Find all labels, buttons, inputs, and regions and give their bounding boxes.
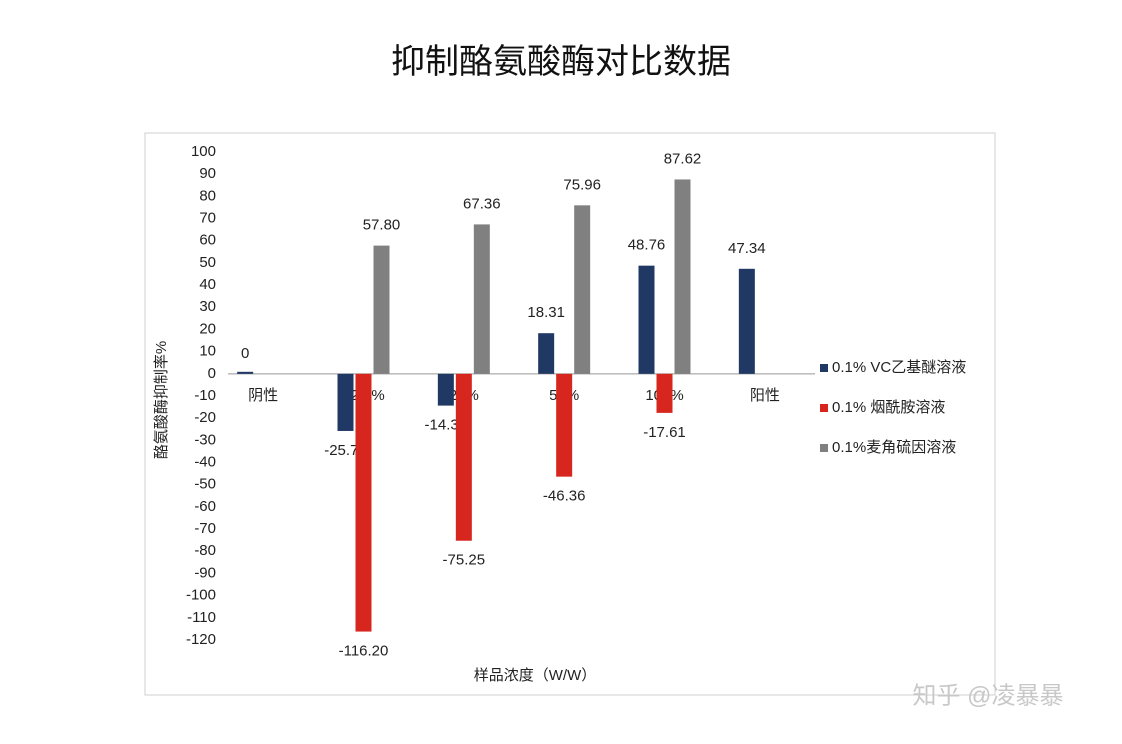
- bar: [437, 373, 454, 406]
- data-label: 0: [241, 345, 249, 362]
- bar: [538, 333, 555, 374]
- data-label: 87.62: [664, 150, 702, 167]
- x-tick-label: 阳性: [750, 387, 780, 404]
- y-axis-label: 酪氨酸酶抑制率%: [153, 341, 170, 459]
- y-tick-label: 40: [199, 276, 216, 293]
- legend-label: 0.1% VC乙基醚溶液: [832, 359, 966, 376]
- y-tick-label: -90: [194, 564, 216, 581]
- legend-label: 0.1%麦角硫因溶液: [832, 439, 956, 456]
- bar: [674, 179, 691, 374]
- y-tick-label: 60: [199, 232, 216, 249]
- y-tick-label: 30: [199, 298, 216, 315]
- watermark: 知乎 @凌暴暴: [912, 682, 1063, 709]
- y-tick-label: 0: [208, 365, 216, 382]
- y-tick-label: 70: [199, 210, 216, 227]
- data-label: 48.76: [628, 237, 666, 254]
- data-label: -75.25: [443, 552, 486, 569]
- data-label: 67.36: [463, 195, 501, 212]
- data-label: 18.31: [527, 304, 565, 321]
- y-tick-label: 80: [199, 187, 216, 204]
- y-tick-label: 90: [199, 165, 216, 182]
- x-tick-label: 阴性: [248, 387, 278, 404]
- y-tick-label: -60: [194, 498, 216, 515]
- chart-frame: [144, 132, 996, 696]
- bar: [638, 265, 655, 374]
- y-tick-label: 10: [199, 343, 216, 360]
- bar: [738, 268, 755, 374]
- y-tick-label: -10: [194, 387, 216, 404]
- y-tick-label: 50: [199, 254, 216, 271]
- data-label: 75.96: [563, 176, 601, 193]
- legend-swatch: [820, 404, 828, 412]
- y-tick-label: -20: [194, 409, 216, 426]
- y-tick-label: 100: [191, 143, 216, 160]
- y-tick-label: -30: [194, 431, 216, 448]
- data-label: 47.34: [728, 240, 766, 257]
- bar: [455, 373, 472, 541]
- y-tick-label: -50: [194, 476, 216, 493]
- y-tick-label: 20: [199, 320, 216, 337]
- bar: [556, 373, 573, 477]
- legend-swatch: [820, 444, 828, 452]
- data-label: -116.20: [339, 643, 389, 660]
- y-tick-label: -70: [194, 520, 216, 537]
- bar: [574, 205, 591, 374]
- legend-label: 0.1% 烟酰胺溶液: [832, 399, 945, 416]
- y-tick-label: -120: [186, 631, 216, 648]
- bar: [656, 373, 673, 413]
- y-tick-label: -80: [194, 542, 216, 559]
- chart-title: 抑制酪氨酸酶对比数据: [391, 42, 731, 82]
- data-label: 57.80: [363, 217, 401, 234]
- y-tick-label: -110: [187, 609, 216, 626]
- y-tick-label: -100: [186, 587, 216, 604]
- data-label: -46.36: [543, 488, 586, 505]
- bar: [473, 224, 490, 374]
- bar: [337, 373, 354, 431]
- x-axis-label: 样品浓度（W/W）: [474, 667, 596, 684]
- legend-swatch: [820, 364, 828, 372]
- bar: [373, 245, 390, 374]
- bar: [237, 371, 254, 374]
- y-tick-label: -40: [194, 454, 216, 471]
- data-label: -17.61: [643, 424, 686, 441]
- bar: [355, 373, 372, 632]
